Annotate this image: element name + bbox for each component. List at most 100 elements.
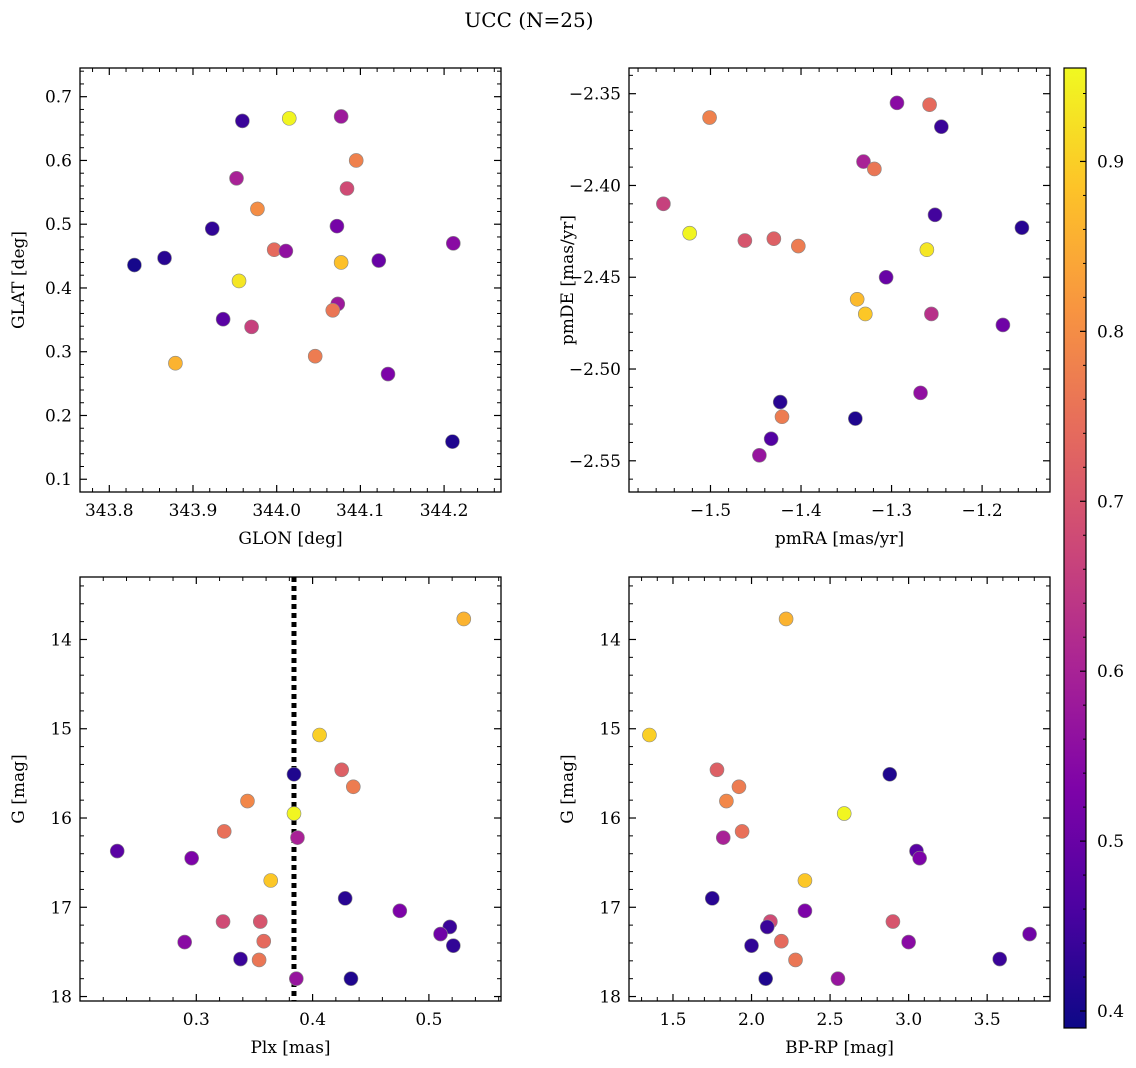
ticks-pmra-pmde: −1.5 −1.4 −1.3 −1.2 −2.55 −2.50 −2.45 −2.40 −2.3… <box>569 68 1050 521</box>
colorbar: 0.4 0.5 0.6 0.7 0.8 0.9 <box>1063 67 1124 1029</box>
panels: 343.8 343.9 344.0 344.1 344.2 0.1 0.2 0.3 0.4 0.5… <box>9 67 1051 1058</box>
axes-frame-bprp-g <box>628 576 1051 1002</box>
point-plx-g-8 <box>290 830 305 845</box>
xtick-label-bprp-g-1: 2.0 <box>738 1010 765 1030</box>
panel-plx-g: 0.3 0.4 0.5 14 15 16 17 18 Plx [mas] G [mag] <box>9 576 502 1058</box>
panel-bprp-g: 1.5 2.0 2.5 3.0 3.5 14 15 16 17 18 BP-RP [mag] G [m… <box>558 576 1051 1058</box>
ytick-label-pmra-pmde-1: −2.50 <box>569 360 621 380</box>
ytick-label-bprp-g-4: 18 <box>599 988 621 1008</box>
point-glon-glat-6 <box>229 171 244 186</box>
point-pmra-pmde-16 <box>858 306 873 322</box>
ytick-label-plx-g-3: 17 <box>50 898 72 918</box>
ytick-label-plx-g-2: 16 <box>50 809 72 829</box>
xtick-label-bprp-g-3: 3.0 <box>895 1010 922 1030</box>
point-bprp-g-20 <box>744 938 759 953</box>
point-glon-glat-10 <box>250 201 265 217</box>
ylabel-glon-glat: GLAT [deg] <box>9 231 29 329</box>
ylabel-bprp-g: G [mag] <box>558 754 578 823</box>
ytick-label-glon-glat-1: 0.2 <box>45 406 72 426</box>
xtick-label-bprp-g-4: 3.5 <box>974 1010 1001 1030</box>
point-bprp-g-6 <box>836 806 852 821</box>
ticks-plx-g: 0.3 0.4 0.5 14 15 16 17 18 <box>50 577 501 1030</box>
panel-pmra-pmde: −1.5 −1.4 −1.3 −1.2 −2.55 −2.50 −2.45 −2.40 −2.3… <box>558 67 1051 549</box>
point-plx-g-0 <box>456 611 472 627</box>
point-glon-glat-20 <box>244 319 259 335</box>
ytick-label-plx-g-0: 14 <box>50 630 72 650</box>
point-glon-glat-17 <box>231 273 247 289</box>
xtick-label-glon-glat-4: 344.2 <box>420 501 469 521</box>
ytick-label-bprp-g-0: 14 <box>599 630 621 650</box>
ylabel-plx-g: G [mag] <box>9 754 29 823</box>
point-glon-glat-1 <box>157 250 172 266</box>
plot-area-pmra-pmde <box>629 68 1050 492</box>
point-plx-g-3 <box>286 766 302 782</box>
point-pmra-pmde-17 <box>924 306 939 322</box>
xtick-label-glon-glat-2: 344.0 <box>252 501 301 521</box>
point-bprp-g-4 <box>731 779 747 795</box>
point-plx-g-4 <box>346 779 361 795</box>
point-pmra-pmde-14 <box>878 269 894 285</box>
xtick-label-glon-glat-1: 343.9 <box>169 501 218 521</box>
xtick-label-bprp-g-0: 1.5 <box>659 1010 686 1030</box>
ytick-label-glon-glat-0: 0.1 <box>45 470 72 490</box>
colorbar-tick-label-1: 0.5 <box>1097 832 1124 852</box>
point-glon-glat-22 <box>307 348 323 364</box>
colorbar-gradient <box>1063 67 1087 1029</box>
point-glon-glat-16 <box>333 255 349 270</box>
point-glon-glat-19 <box>325 302 341 318</box>
ytick-label-plx-g-1: 15 <box>50 720 72 740</box>
point-glon-glat-2 <box>204 221 220 236</box>
point-plx-g-1 <box>312 727 327 743</box>
point-bprp-g-12 <box>704 891 720 906</box>
point-plx-g-15 <box>252 914 268 929</box>
point-glon-glat-7 <box>281 111 297 126</box>
point-glon-glat-12 <box>445 236 461 251</box>
point-glon-glat-11 <box>329 218 345 234</box>
point-plx-g-2 <box>334 762 349 778</box>
point-glon-glat-3 <box>235 113 250 129</box>
point-pmra-pmde-9 <box>682 225 697 241</box>
point-pmra-pmde-10 <box>737 233 753 248</box>
point-plx-g-22 <box>251 952 267 968</box>
point-bprp-g-17 <box>1022 926 1037 942</box>
point-glon-glat-9 <box>339 181 355 196</box>
ytick-label-pmra-pmde-4: −2.35 <box>569 85 621 105</box>
point-bprp-g-19 <box>774 933 789 949</box>
point-plx-g-6 <box>286 806 302 821</box>
xtick-label-plx-g-2: 0.5 <box>415 1010 442 1030</box>
point-pmra-pmde-3 <box>934 119 949 135</box>
point-glon-glat-23 <box>380 366 396 382</box>
point-bprp-g-16 <box>759 919 775 935</box>
ylabel-pmra-pmde: pmDE [mas/yr] <box>558 215 578 345</box>
point-bprp-g-24 <box>758 971 773 986</box>
plot-area-plx-g <box>80 577 501 1001</box>
point-pmra-pmde-24 <box>752 447 767 463</box>
xlabel-plx-g: Plx [mas] <box>250 1038 330 1058</box>
point-glon-glat-0 <box>127 257 142 273</box>
figure-title: UCC (N=25) <box>464 8 593 32</box>
colorbar-tick-label-5: 0.9 <box>1097 152 1124 172</box>
point-plx-g-17 <box>433 926 448 942</box>
point-plx-g-19 <box>256 933 272 949</box>
xtick-label-glon-glat-0: 343.8 <box>85 501 134 521</box>
plot-area-bprp-g <box>629 577 1050 1001</box>
point-plx-g-21 <box>233 951 248 967</box>
point-pmra-pmde-0 <box>702 110 717 125</box>
point-bprp-g-7 <box>734 824 750 839</box>
xlabel-glon-glat: GLON [deg] <box>238 529 342 549</box>
point-bprp-g-1 <box>642 727 657 743</box>
colorbar-tick-label-4: 0.8 <box>1097 322 1124 342</box>
xtick-label-bprp-g-2: 2.5 <box>817 1010 844 1030</box>
ytick-label-plx-g-4: 18 <box>50 988 72 1008</box>
xtick-label-pmra-pmde-0: −1.5 <box>690 501 731 521</box>
point-pmra-pmde-5 <box>867 161 882 177</box>
point-bprp-g-18 <box>901 934 916 950</box>
point-pmra-pmde-22 <box>848 411 863 426</box>
colorbar-tick-label-3: 0.7 <box>1097 492 1124 512</box>
point-pmra-pmde-11 <box>766 231 782 247</box>
point-bprp-g-22 <box>788 952 803 968</box>
point-glon-glat-15 <box>371 253 387 268</box>
point-pmra-pmde-21 <box>774 409 790 425</box>
plot-area-glon-glat <box>80 68 501 492</box>
point-glon-glat-4 <box>215 311 231 327</box>
